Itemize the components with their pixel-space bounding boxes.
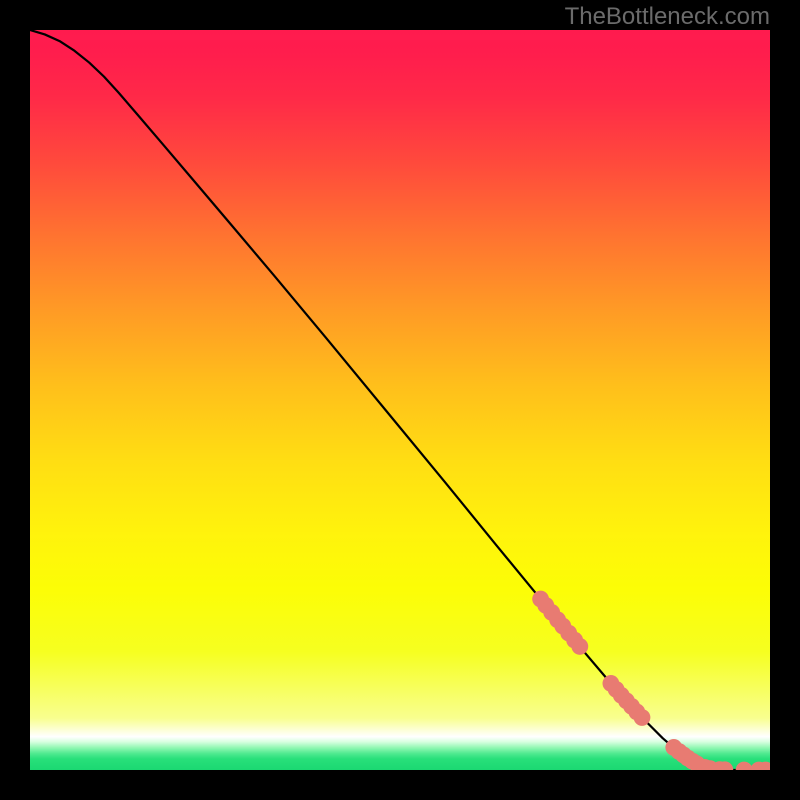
plot-area <box>30 30 770 770</box>
plot-svg <box>30 30 770 770</box>
scatter-point <box>571 638 588 655</box>
gradient-background <box>30 30 770 770</box>
chart-stage: TheBottleneck.com <box>0 0 800 800</box>
watermark-text: TheBottleneck.com <box>565 3 770 31</box>
scatter-point <box>634 709 651 726</box>
